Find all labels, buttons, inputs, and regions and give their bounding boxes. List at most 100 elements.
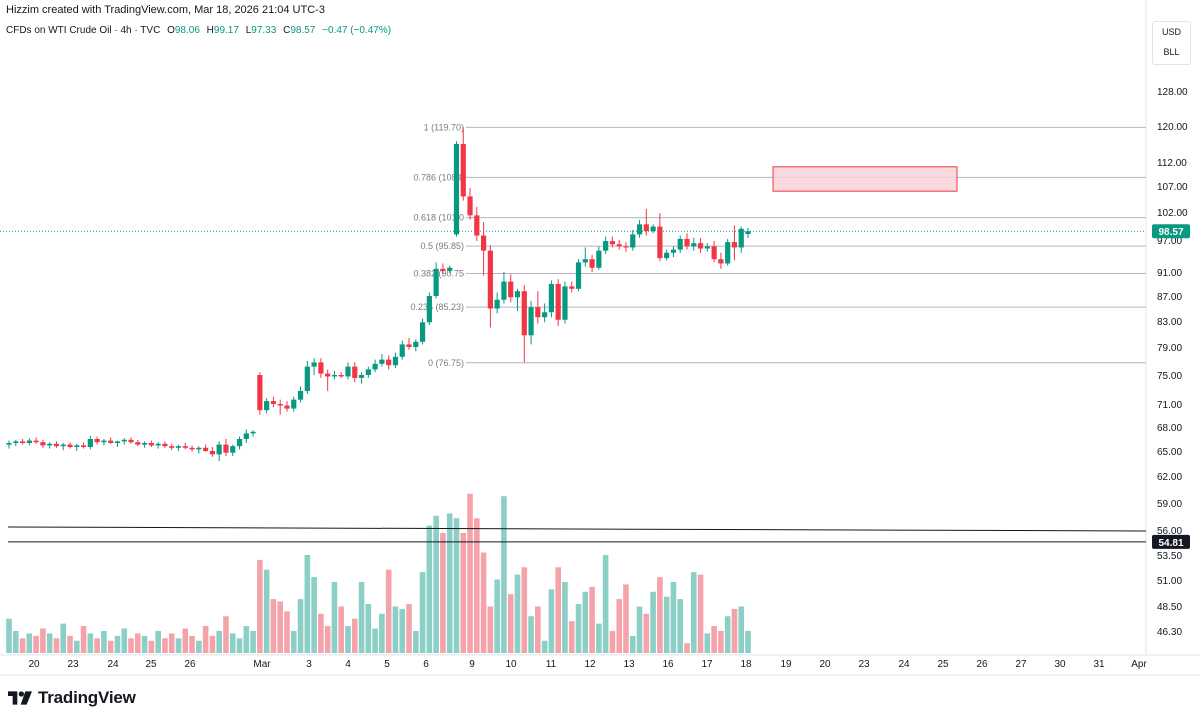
fib-level-label: 0.618 (101.0 bbox=[413, 213, 464, 223]
price-tick-label: 97.00 bbox=[1157, 236, 1182, 247]
time-tick-label: 20 bbox=[28, 659, 40, 670]
candle-body bbox=[270, 401, 277, 404]
volume-bar bbox=[263, 569, 270, 653]
time-tick-label: 11 bbox=[546, 659, 557, 670]
price-tick-label: 68.00 bbox=[1157, 423, 1182, 434]
volume-bar bbox=[568, 621, 575, 653]
price-tick-label: 53.50 bbox=[1157, 551, 1182, 562]
volume-bar bbox=[643, 613, 650, 653]
volume-bar bbox=[216, 630, 222, 653]
volume-bar bbox=[351, 618, 358, 653]
candle-body bbox=[33, 440, 39, 443]
volume-bar bbox=[155, 630, 161, 653]
candle-body bbox=[162, 443, 168, 447]
volume-bar bbox=[6, 618, 12, 653]
candle-body bbox=[216, 444, 222, 455]
price-tick-label: 128.00 bbox=[1157, 87, 1188, 98]
candle-body bbox=[616, 244, 622, 247]
candle-body bbox=[433, 268, 439, 296]
candle-body bbox=[569, 286, 575, 289]
volume-bar bbox=[318, 613, 324, 653]
candle-body bbox=[548, 284, 554, 313]
candle-body bbox=[236, 439, 243, 447]
candle-body bbox=[372, 363, 378, 370]
low-value: 97.33 bbox=[251, 25, 277, 36]
symbol-legend: CFDs on WTI Crude Oil · 4h · TVC O98.06 … bbox=[6, 25, 391, 36]
volume-bar bbox=[474, 518, 480, 653]
volume-bar bbox=[297, 599, 304, 653]
volume-bar bbox=[514, 574, 521, 653]
price-tags: 98.57 54.81 bbox=[1152, 224, 1190, 549]
candle-body bbox=[528, 307, 534, 336]
candle-body bbox=[670, 249, 677, 253]
volume-bar bbox=[46, 633, 53, 653]
time-tick-label: 30 bbox=[1054, 659, 1066, 670]
price-tick-label: 71.00 bbox=[1157, 400, 1182, 411]
volume-bar bbox=[548, 589, 555, 653]
candle-body bbox=[718, 259, 724, 264]
price-tick-label: 62.00 bbox=[1157, 472, 1182, 483]
time-tick-label: 27 bbox=[1015, 659, 1027, 670]
candle-body bbox=[318, 362, 324, 374]
volume-bar bbox=[704, 633, 711, 653]
candle-body bbox=[264, 401, 270, 411]
candles-layer bbox=[6, 127, 751, 461]
volume-bar bbox=[419, 572, 426, 653]
volume-bar bbox=[270, 599, 277, 653]
candle-body bbox=[304, 366, 310, 391]
volume-bar bbox=[433, 515, 439, 653]
volume-bar bbox=[460, 532, 467, 653]
volume-bar bbox=[236, 638, 243, 653]
candle-body bbox=[13, 441, 19, 443]
volume-bar bbox=[148, 640, 155, 653]
volume-bar bbox=[589, 586, 595, 653]
close-label: C bbox=[283, 25, 291, 36]
candle-body bbox=[535, 307, 541, 318]
volume-bar bbox=[385, 569, 392, 653]
volume-bar bbox=[243, 626, 250, 653]
candle-body bbox=[467, 196, 473, 216]
candle-body bbox=[623, 246, 629, 248]
volume-bar bbox=[623, 584, 629, 653]
volume-bar bbox=[94, 638, 100, 653]
price-tick-label: 83.00 bbox=[1157, 317, 1182, 328]
candle-body bbox=[223, 444, 229, 453]
volume-bar bbox=[135, 633, 141, 653]
candle-body bbox=[657, 226, 663, 259]
candle-body bbox=[19, 441, 26, 443]
tradingview-brand[interactable]: TradingView bbox=[8, 688, 136, 708]
time-tick-label: 5 bbox=[384, 659, 390, 670]
volume-bar bbox=[345, 626, 351, 653]
time-tick-label: 13 bbox=[623, 659, 635, 670]
price-tick-label: 91.00 bbox=[1157, 268, 1182, 279]
close-value: 98.57 bbox=[290, 25, 316, 36]
volume-bar bbox=[202, 626, 209, 653]
volume-bar bbox=[19, 638, 26, 653]
candle-body bbox=[447, 267, 453, 271]
candle-body bbox=[189, 447, 195, 450]
volume-bar bbox=[26, 633, 33, 653]
symbol-title[interactable]: CFDs on WTI Crude Oil · 4h · TVC bbox=[6, 25, 161, 36]
volume-bar bbox=[609, 630, 616, 653]
volume-bar bbox=[324, 626, 331, 653]
candle-body bbox=[250, 431, 256, 434]
price-tick-label: 56.00 bbox=[1157, 526, 1182, 537]
volume-bar bbox=[636, 606, 643, 653]
candle-body bbox=[26, 440, 32, 443]
volume-bar bbox=[311, 577, 317, 653]
currency-unit-box[interactable]: USD BLL bbox=[1152, 21, 1191, 65]
high-value: 99.17 bbox=[213, 25, 239, 36]
volume-bar bbox=[480, 552, 487, 653]
volume-bar bbox=[650, 591, 656, 653]
time-tick-label: 23 bbox=[67, 659, 79, 670]
candle-body bbox=[684, 238, 690, 247]
time-tick-label: 23 bbox=[858, 659, 870, 670]
candle-body bbox=[392, 356, 399, 366]
currency-label: USD bbox=[1161, 27, 1181, 37]
candle-body bbox=[630, 234, 636, 248]
level-price-tag-bg bbox=[1152, 534, 1190, 549]
volume-bar bbox=[80, 626, 87, 653]
volume-bar bbox=[277, 601, 283, 653]
candle-body bbox=[284, 405, 290, 409]
